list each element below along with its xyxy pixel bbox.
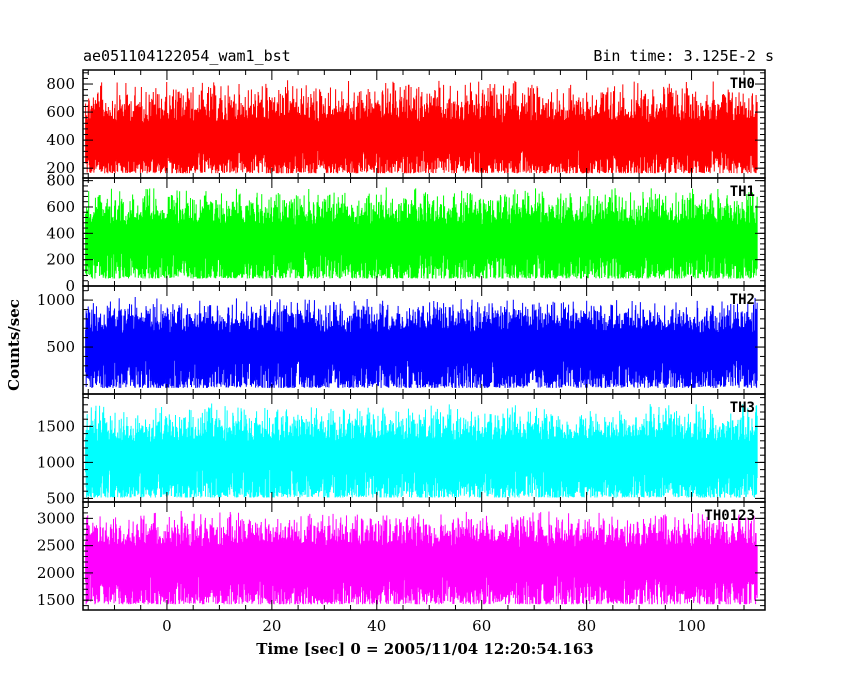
y-tick-label: 800	[46, 75, 75, 93]
y-tick-label: 200	[46, 251, 75, 269]
x-tick-label: 20	[262, 617, 281, 635]
panels-group: TH0200400600800TH10200400600800TH2500100…	[37, 69, 766, 635]
y-tick-label: 500	[46, 489, 75, 507]
series-th0123-curve	[85, 510, 758, 605]
y-tick-label: 500	[46, 338, 75, 356]
panel-label-th3: TH3	[730, 400, 755, 416]
y-tick-label: 2000	[37, 564, 75, 582]
y-tick-label: 600	[46, 198, 75, 216]
x-tick-label: 60	[472, 617, 491, 635]
x-tick-label: 40	[367, 617, 386, 635]
panel-label-th2: TH2	[730, 292, 755, 308]
y-tick-label: 200	[46, 159, 75, 177]
y-tick-label: 800	[46, 172, 75, 190]
chart-title: ae051104122054_wam1_bst	[83, 47, 291, 65]
x-tick-label: 0	[162, 617, 172, 635]
y-tick-label: 400	[46, 131, 75, 149]
y-tick-label: 0	[65, 277, 75, 295]
y-tick-label: 1000	[37, 453, 75, 471]
series-th1-curve	[85, 187, 758, 279]
y-tick-label: 3000	[37, 509, 75, 527]
x-tick-label: 100	[677, 617, 706, 635]
panel-label-th0123: TH0123	[704, 508, 755, 524]
series-th0-curve	[85, 80, 758, 174]
y-tick-label: 600	[46, 103, 75, 121]
series-th3-curve	[85, 403, 758, 498]
y-axis-label: Counts/sec	[5, 299, 23, 391]
y-tick-label: 2500	[37, 537, 75, 555]
y-tick-label: 400	[46, 224, 75, 242]
y-tick-label: 1500	[37, 417, 75, 435]
y-tick-label: 1500	[37, 591, 75, 609]
y-tick-label: 1000	[37, 291, 75, 309]
panel-label-th1: TH1	[730, 184, 755, 200]
series-th2-curve	[85, 296, 758, 388]
panel-label-th0: TH0	[730, 76, 755, 92]
panel-frame-th0123	[82, 501, 766, 611]
x-tick-label: 80	[577, 617, 596, 635]
x-axis-label: Time [sec] 0 = 2005/11/04 12:20:54.163	[256, 640, 593, 658]
chart-subtitle: Bin time: 3.125E-2 s	[593, 47, 774, 65]
